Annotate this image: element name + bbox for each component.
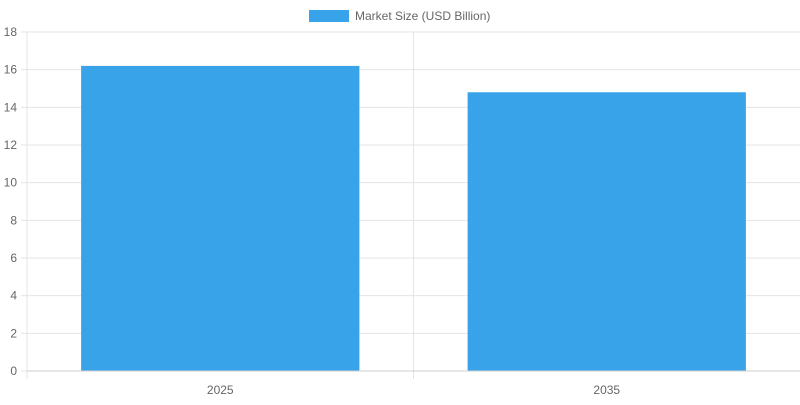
y-tick-label: 2: [10, 326, 17, 340]
bars: [81, 65, 746, 372]
y-tick-label: 6: [10, 251, 17, 265]
y-tick-label: 14: [4, 100, 18, 114]
tick-labels: 0 2 4 6 8 10 12 14 16 18 2025 2035: [4, 25, 621, 397]
axes: [26, 32, 800, 379]
x-tick-label: 2035: [593, 383, 620, 397]
legend-label: Market Size (USD Billion): [355, 9, 490, 23]
bar-2025[interactable]: [81, 65, 360, 372]
y-tick-label: 0: [10, 364, 17, 378]
y-tick-label: 18: [4, 25, 18, 39]
y-tick-label: 8: [10, 213, 17, 227]
legend-swatch: [309, 10, 349, 22]
bar-2035[interactable]: [467, 92, 746, 372]
legend[interactable]: Market Size (USD Billion): [309, 9, 490, 23]
y-tick-label: 10: [4, 176, 18, 190]
x-tick-label: 2025: [207, 383, 234, 397]
y-tick-label: 16: [4, 63, 18, 77]
y-tick-label: 12: [4, 138, 18, 152]
y-tick-label: 4: [10, 289, 17, 303]
